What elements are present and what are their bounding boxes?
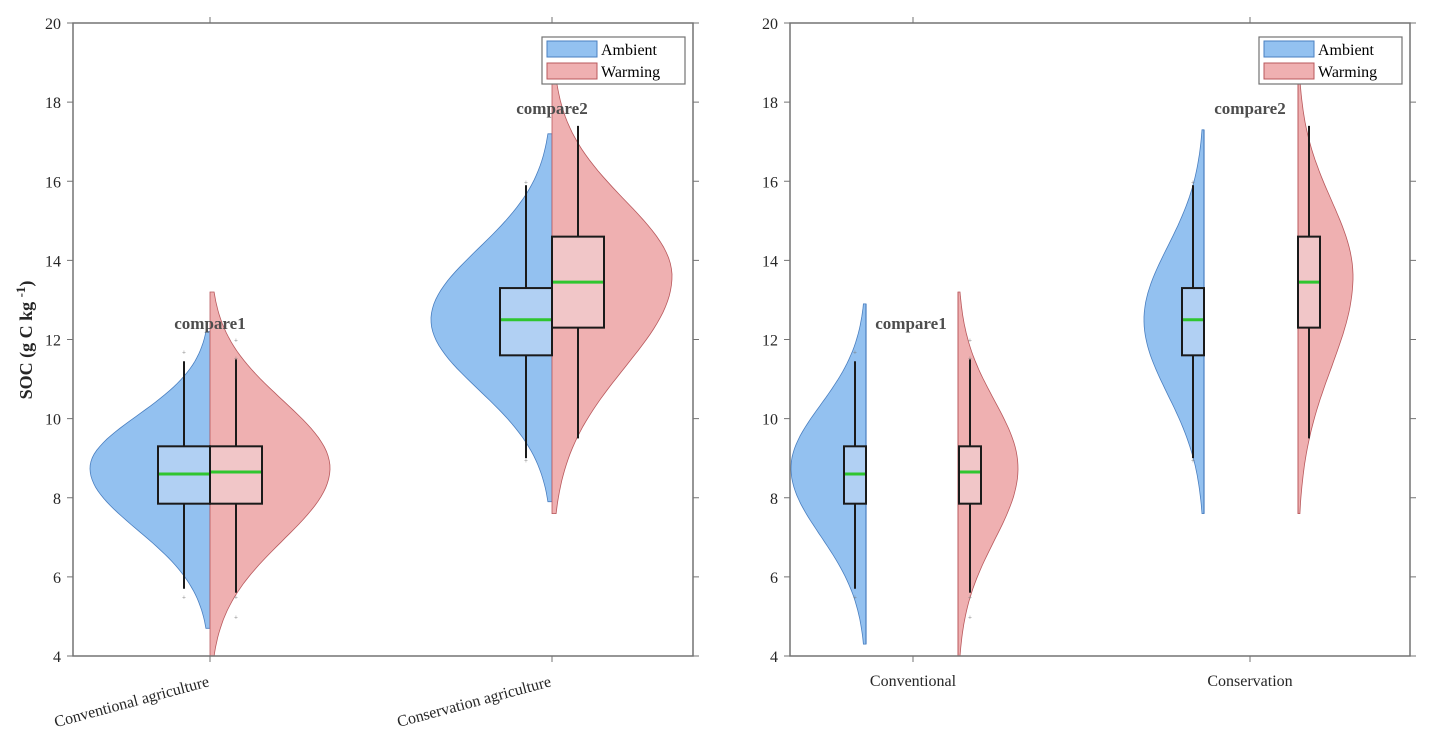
outlier-marker: + <box>234 354 238 362</box>
boxplot-ambient: ++ <box>843 348 867 602</box>
x-category-label: Conventional agriculture <box>53 673 211 731</box>
y-tick-label: 8 <box>770 491 778 508</box>
x-category-label: Conservation <box>1207 673 1292 690</box>
outlier-marker: + <box>968 613 972 621</box>
violin-group-1: ++++++ <box>89 291 331 657</box>
y-tick-label: 14 <box>45 253 61 270</box>
y-axis-label-superscript: -1 <box>13 287 28 298</box>
y-tick-label: 10 <box>762 412 778 429</box>
outlier-marker: + <box>182 594 186 602</box>
legend-swatch-ambient <box>546 40 598 58</box>
legend: Ambient Warming <box>541 36 686 85</box>
outlier-marker: + <box>968 337 972 345</box>
boxplot-warming: + + + + <box>209 337 263 621</box>
outlier-marker: + <box>968 354 972 362</box>
annotation-compare2: compare2 <box>1214 99 1285 118</box>
annotation-compare2: compare2 <box>516 99 587 118</box>
y-tick-label: 12 <box>45 333 61 350</box>
legend-label-ambient: Ambient <box>601 42 658 59</box>
y-tick-label: 12 <box>762 333 778 350</box>
legend-swatch-ambient <box>1263 40 1315 58</box>
boxplot-warming: + + + + <box>958 337 982 621</box>
legend-swatch-warming <box>1263 62 1315 80</box>
outlier-marker: + <box>234 594 238 602</box>
violin-group-2: ++ <box>430 77 673 515</box>
boxplot-ambient: ++ <box>1181 178 1205 465</box>
outlier-marker: + <box>853 594 857 602</box>
outlier-marker: + <box>182 348 186 356</box>
y-tick-label: 10 <box>45 412 61 429</box>
y-tick-label: 4 <box>770 649 778 666</box>
legend-label-warming: Warming <box>601 64 660 81</box>
iqr-box <box>1181 287 1205 357</box>
iqr-box <box>499 287 553 357</box>
outlier-marker: + <box>234 337 238 345</box>
y-tick-label: 8 <box>53 491 61 508</box>
y-tick-label: 16 <box>762 174 778 191</box>
y-axis-label: SOC (g C kg -1) <box>13 281 37 400</box>
iqr-box <box>209 445 263 505</box>
y-tick-label: 6 <box>53 570 61 587</box>
outlier-marker: + <box>524 178 528 186</box>
legend: Ambient Warming <box>1258 36 1403 85</box>
legend-label-warming: Warming <box>1318 64 1377 81</box>
x-category-label: Conservation agriculture <box>395 673 553 730</box>
y-tick-label: 16 <box>45 174 61 191</box>
boxplot-warming <box>551 125 605 439</box>
outlier-marker: + <box>234 613 238 621</box>
outlier-marker: + <box>853 348 857 356</box>
legend-swatch-warming <box>546 62 598 80</box>
boxplot-ambient: ++ <box>157 348 211 602</box>
violin-half-warming <box>957 291 1019 657</box>
legend-label-ambient: Ambient <box>1318 42 1375 59</box>
violin-half-warming <box>209 291 331 657</box>
annotation-compare1: compare1 <box>174 314 245 333</box>
outlier-marker: + <box>1191 457 1195 465</box>
x-category-label: Conventional <box>870 673 957 690</box>
y-tick-label: 14 <box>762 253 778 270</box>
y-tick-label: 4 <box>53 649 61 666</box>
outlier-marker: + <box>968 594 972 602</box>
boxplot-warming <box>1297 125 1321 439</box>
violin-half-ambient <box>790 303 867 645</box>
y-tick-label: 20 <box>762 16 778 33</box>
iqr-box <box>958 445 982 505</box>
y-axis-label-close: ) <box>16 281 37 287</box>
y-tick-label: 6 <box>770 570 778 587</box>
y-tick-label: 20 <box>45 16 61 33</box>
violin-group-1: ++++++ <box>790 291 1019 657</box>
annotation-compare1: compare1 <box>875 314 946 333</box>
y-tick-label: 18 <box>762 95 778 112</box>
y-tick-label: 18 <box>45 95 61 112</box>
outlier-marker: + <box>524 457 528 465</box>
y-axis-label-main: SOC (g C kg <box>16 297 37 399</box>
violin-group-2: ++ <box>1143 77 1354 515</box>
outlier-marker: + <box>1191 178 1195 186</box>
